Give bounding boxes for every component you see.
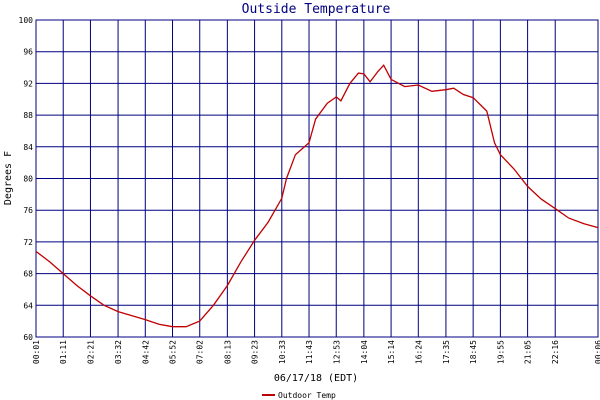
x-tick-label: 00:01	[32, 340, 41, 364]
y-tick-label: 72	[23, 238, 33, 247]
y-tick-label: 80	[23, 175, 33, 184]
x-tick-label: 04:42	[141, 340, 150, 364]
x-tick-label: 18:45	[469, 340, 478, 364]
y-tick-label: 68	[23, 270, 33, 279]
chart-title: Outside Temperature	[242, 2, 391, 17]
y-tick-label: 96	[23, 48, 33, 57]
x-tick-label: 07:02	[196, 340, 205, 364]
x-tick-label: 14:04	[360, 340, 369, 364]
y-axis-title: Degrees F	[3, 151, 14, 205]
x-tick-label: 08:13	[223, 340, 232, 364]
x-tick-label: 09:23	[251, 340, 260, 364]
x-tick-label: 16:24	[414, 340, 423, 364]
y-tick-label: 84	[23, 143, 33, 152]
x-tick-label: 00:06	[594, 340, 600, 364]
x-tick-label: 03:32	[114, 340, 123, 364]
y-tick-label: 88	[23, 111, 33, 120]
y-tick-label: 76	[23, 206, 33, 215]
x-tick-label: 15:14	[387, 340, 396, 364]
x-axis-title: 06/17/18 (EDT)	[274, 373, 358, 384]
x-tick-label: 02:21	[86, 340, 95, 364]
x-tick-label: 21:05	[524, 340, 533, 364]
y-tick-label: 92	[23, 79, 33, 88]
x-tick-label: 19:55	[496, 340, 505, 364]
x-tick-label: 17:35	[442, 340, 451, 364]
x-tick-label: 11:43	[305, 340, 314, 364]
x-tick-label: 10:33	[278, 340, 287, 364]
x-tick-label: 22:16	[551, 340, 560, 364]
x-tick-label: 12:53	[332, 340, 341, 364]
legend-label: Outdoor Temp	[278, 391, 336, 400]
y-tick-label: 64	[23, 301, 33, 310]
y-tick-label: 100	[19, 16, 34, 25]
y-tick-label: 60	[23, 333, 33, 342]
x-tick-label: 01:11	[59, 340, 68, 364]
data-line	[35, 64, 599, 328]
x-tick-label: 05:52	[169, 340, 178, 364]
